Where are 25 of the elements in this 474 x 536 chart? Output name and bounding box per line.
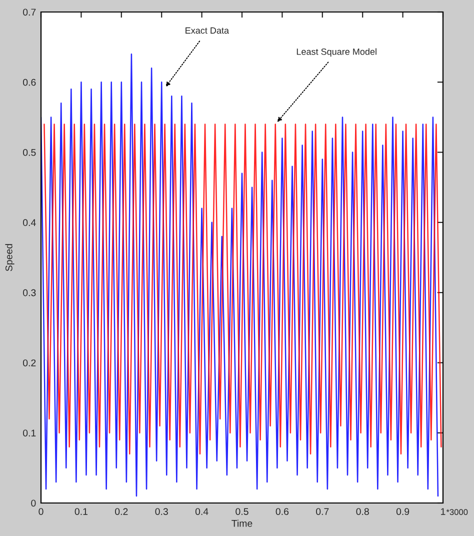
y-tick-label: 0.1 — [23, 430, 36, 436]
y-tick-label: 0.3 — [23, 289, 36, 296]
x-tick-label: 0.6 — [276, 508, 289, 515]
x-tick-label: 0.8 — [356, 508, 369, 515]
x-tick-label: 1 — [441, 508, 446, 515]
x-tick-label: 0.3 — [155, 508, 168, 515]
y-tick-label: 0 — [31, 500, 36, 507]
y-tick-label: 0.6 — [23, 78, 36, 86]
y-tick-label: 0.5 — [23, 149, 36, 156]
line-series — [44, 124, 442, 455]
y-tick-label: 0.2 — [23, 359, 36, 366]
annotation: Least Square Model — [296, 48, 376, 57]
y-axis-title: Speed — [5, 244, 14, 272]
x-tick-label: 0 — [38, 508, 44, 515]
annotation: Exact Data — [186, 27, 229, 34]
x-tick-label: 0.7 — [316, 508, 329, 515]
x-tick-label: 0.1 — [74, 508, 88, 515]
y-tick-label: 0.4 — [23, 219, 36, 226]
y-tick-label: 0.7 — [23, 8, 36, 16]
text: *3000 — [446, 509, 468, 516]
x-tick-label: 0.5 — [236, 508, 248, 515]
x-tick-label: 0.9 — [396, 508, 410, 515]
x-tick-label: 0.4 — [195, 508, 208, 515]
x-axis-title: Time — [232, 520, 252, 527]
x-tick-label: 0.2 — [115, 508, 128, 515]
